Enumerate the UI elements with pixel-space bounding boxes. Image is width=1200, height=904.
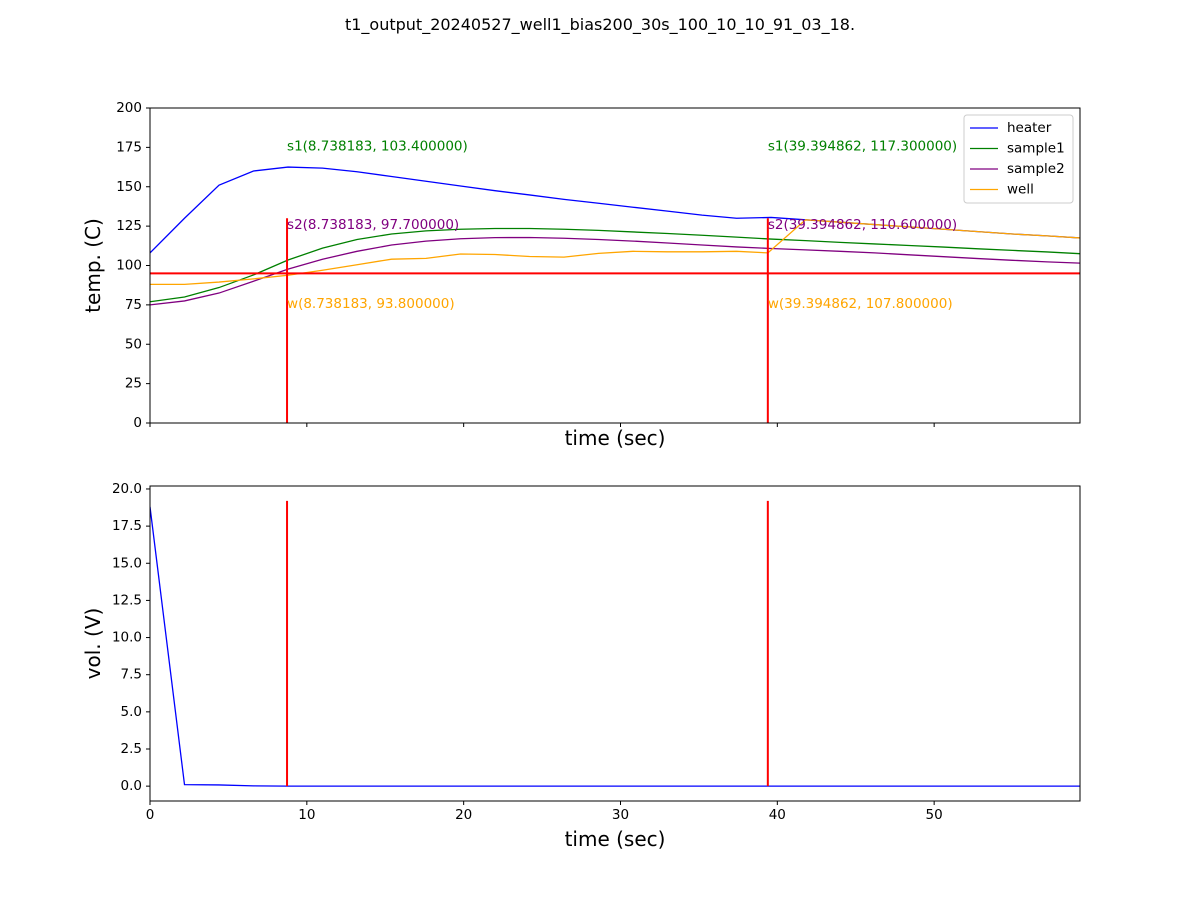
legend-label-heater: heater: [1007, 120, 1052, 136]
y-tick-label: 5.0: [121, 704, 142, 720]
y-tick-label: 200: [116, 100, 142, 116]
x-axis-label: time (sec): [565, 426, 666, 450]
y-tick-label: 20.0: [112, 481, 142, 497]
x-tick-label: 20: [455, 807, 472, 823]
y-tick-label: 150: [116, 179, 142, 195]
series-line-sample1: [150, 227, 1080, 303]
y-tick-label: 15.0: [112, 555, 142, 571]
annotation-2: s2(8.738183, 97.700000): [287, 217, 459, 233]
y-tick-label: 0.0: [121, 778, 142, 794]
axes-2: 0.0 2.5 5.0 7.5 10.0 12.5 15.0 17.5 20.0 0 10 20 30 4…: [81, 481, 1081, 851]
axes-frame: [149, 107, 1081, 424]
y-axis-label: vol. (V): [81, 608, 105, 680]
y-tick-label: 75: [125, 297, 142, 313]
annotation-6: w(39.394862, 107.800000): [768, 296, 953, 312]
legend-label-sample2: sample2: [1007, 161, 1065, 177]
x-axis-label: time (sec): [565, 827, 666, 851]
x-tick-label: 40: [769, 807, 786, 823]
x-tick-label: 30: [612, 807, 629, 823]
figure-title: t1_output_20240527_well1_bias200_30s_100…: [344, 15, 856, 34]
legend-label-sample1: sample1: [1007, 141, 1065, 157]
y-tick-label: 25: [125, 376, 142, 392]
legend: heater sample1 sample2 well: [963, 114, 1074, 204]
y-tick-label: 2.5: [121, 741, 142, 757]
annotation-4: s1(39.394862, 117.300000): [768, 138, 957, 154]
legend-label-well: well: [1007, 182, 1034, 198]
y-tick-label: 125: [116, 218, 142, 234]
annotation-3: w(8.738183, 93.800000): [287, 296, 455, 312]
y-axis-label: temp. (C): [81, 218, 105, 313]
y-tick-label: 17.5: [112, 518, 142, 534]
y-tick-label: 100: [116, 258, 142, 274]
annotation-1: s1(8.738183, 103.400000): [287, 138, 468, 154]
annotation-5: s2(39.394862, 110.600000): [768, 217, 957, 233]
plot-area: [150, 506, 1080, 787]
y-tick-label: 7.5: [121, 667, 142, 683]
y-tick-label: 12.5: [112, 592, 142, 608]
series-line-heater: [150, 506, 1080, 787]
axes-1: s1(8.738183, 103.400000) s2(8.738183, 97.…: [81, 100, 1081, 450]
plot-area: [150, 166, 1080, 306]
x-tick-label: 10: [298, 807, 315, 823]
y-tick-label: 10.0: [112, 630, 142, 646]
y-tick-label: 175: [116, 139, 142, 155]
x-tick-label: 50: [926, 807, 943, 823]
x-tick-label: 0: [146, 807, 155, 823]
legend-box: [963, 114, 1074, 204]
y-tick-label: 50: [125, 336, 142, 352]
axes-frame: [149, 485, 1081, 802]
y-tick-label: 0: [133, 415, 142, 431]
series-line-sample2: [150, 236, 1080, 306]
